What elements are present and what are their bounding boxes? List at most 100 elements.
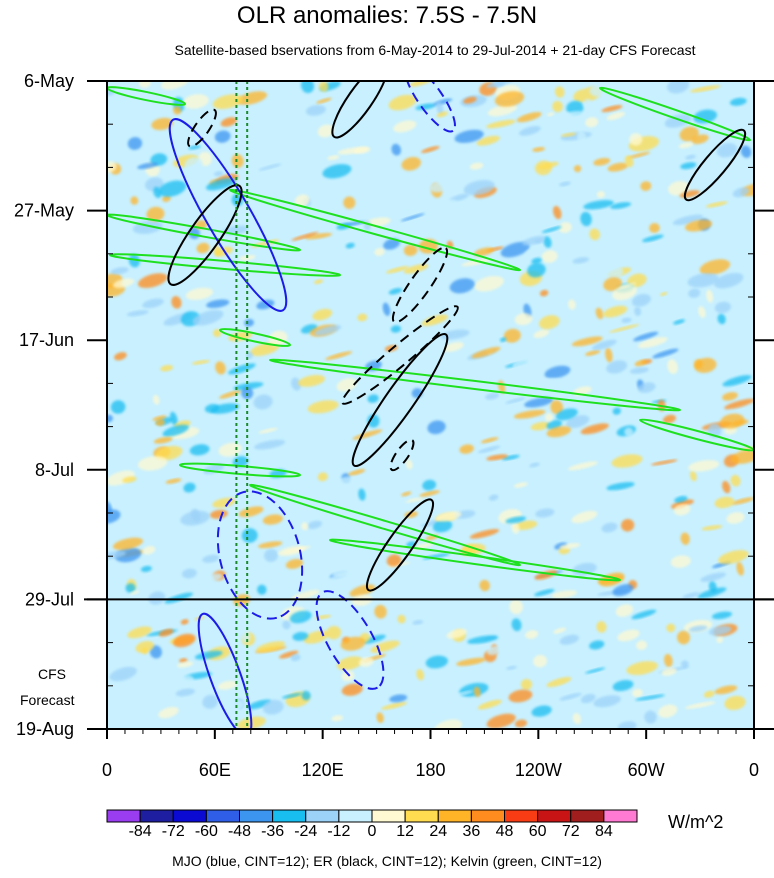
x-tick-label: 60W (628, 760, 665, 780)
anomaly-patch (382, 302, 391, 316)
colorbar-swatch (504, 809, 539, 823)
anomaly-patch (726, 512, 745, 524)
anomaly-patch (140, 565, 152, 572)
anomaly-patch (336, 656, 363, 671)
anomaly-patch (127, 626, 152, 639)
anomaly-patch (162, 195, 171, 202)
anomaly-patch (444, 494, 466, 504)
y-tick-label: 6-May (24, 71, 74, 91)
anomaly-patch (129, 426, 160, 435)
anomaly-patch (620, 639, 641, 647)
anomaly-patch (580, 423, 609, 435)
anomaly-patch (716, 636, 724, 644)
anomaly-patch (202, 554, 220, 563)
anomaly-patch (571, 510, 598, 524)
colorbar-level-label: 60 (529, 823, 547, 840)
x-tick-label: 120E (302, 760, 344, 780)
anomaly-patch (601, 522, 618, 533)
kelvin-contour (218, 328, 292, 347)
anomaly-patch (238, 506, 264, 518)
anomaly-patch (388, 288, 402, 295)
anomaly-patch (308, 150, 332, 165)
anomaly-patch (635, 694, 665, 701)
anomaly-patch (401, 491, 412, 497)
anomaly-patch (141, 329, 164, 343)
anomaly-patch (486, 119, 516, 129)
anomaly-patch (317, 124, 334, 138)
anomaly-patch (253, 394, 273, 410)
colorbar-swatch (239, 809, 274, 823)
anomaly-patch (294, 572, 317, 586)
anomaly-patch (212, 94, 243, 110)
anomaly-patch (202, 694, 218, 709)
colorbar-swatch (537, 809, 572, 823)
anomaly-patch (505, 397, 526, 404)
anomaly-patch (213, 171, 224, 177)
anomaly-patch (317, 472, 328, 482)
kelvin-contour (107, 213, 302, 252)
anomaly-patch (473, 686, 481, 698)
y-tick-label: 8-Jul (35, 460, 74, 480)
colorbar-level-label: 84 (595, 823, 613, 840)
anomaly-patch (636, 640, 647, 651)
anomaly-patch (688, 288, 701, 298)
anomaly-patch (231, 154, 244, 168)
anomaly-patch (685, 154, 696, 160)
anomaly-patch (632, 688, 643, 698)
anomaly-patch (289, 610, 312, 624)
anomaly-patch (294, 194, 310, 207)
anomaly-patch (546, 112, 555, 117)
chart-title: OLR anomalies: 7.5S - 7.5N (236, 2, 538, 29)
anomaly-patch (566, 100, 584, 115)
anomaly-patch (345, 242, 355, 249)
anomaly-patch (676, 630, 690, 645)
anomaly-patch (729, 97, 747, 106)
anomaly-patch (667, 359, 678, 375)
anomaly-patch (214, 130, 231, 143)
anomaly-patch (341, 683, 363, 696)
anomaly-patch (644, 710, 657, 724)
anomaly-patch (142, 545, 156, 555)
anomaly-patch (135, 641, 155, 653)
anomaly-patch (608, 324, 640, 333)
colorbar-level-label: 12 (396, 823, 414, 840)
anomaly-patch (114, 352, 127, 361)
anomaly-patch (558, 111, 582, 118)
anomaly-patch (605, 347, 613, 363)
anomaly-patch (403, 332, 434, 347)
anomaly-patch (513, 482, 528, 488)
anomaly-patch (493, 81, 505, 88)
anomaly-patch (191, 360, 210, 365)
anomaly-patch (281, 693, 302, 699)
anomaly-patch (175, 688, 195, 697)
anomaly-patch (327, 155, 340, 161)
anomaly-patch (137, 456, 168, 471)
y-tick-label: 17-Jun (19, 330, 74, 350)
colorbar-level-label: 72 (562, 823, 580, 840)
er-contour (341, 305, 459, 405)
anomaly-patch (180, 619, 189, 625)
anomaly-patch (130, 196, 139, 205)
anomaly-patch (151, 117, 174, 131)
anomaly-patch (127, 137, 143, 150)
anomaly-patch (731, 497, 754, 505)
anomaly-patch (632, 649, 657, 662)
er-contour (331, 81, 389, 139)
colorbar-level-label: -12 (327, 823, 350, 840)
anomaly-patch (479, 579, 490, 592)
anomaly-patch (701, 525, 723, 531)
anomaly-patch (485, 392, 500, 400)
anomaly-patch (173, 633, 196, 648)
anomaly-patch (146, 206, 165, 222)
anomaly-patch (397, 614, 406, 624)
anomaly-patch (206, 299, 230, 308)
anomaly-patch (298, 374, 326, 387)
anomaly-patch (463, 180, 495, 196)
anomaly-patch (729, 223, 751, 230)
anomaly-patch (544, 413, 554, 422)
anomaly-patch (169, 411, 178, 426)
anomaly-patch (367, 414, 380, 428)
anomaly-patch (152, 394, 160, 405)
mjo-contour (216, 490, 304, 620)
